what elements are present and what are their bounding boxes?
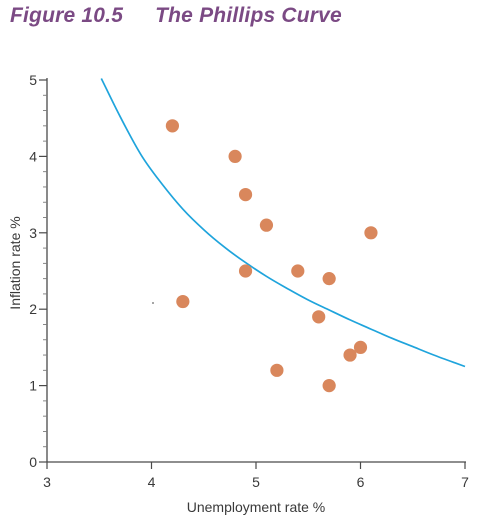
x-tick-label: 7 (461, 474, 469, 490)
data-point (322, 272, 336, 286)
data-point (176, 294, 190, 309)
data-point (270, 363, 284, 377)
scan-speck (152, 302, 154, 304)
data-point (364, 226, 378, 240)
axes: 0 1 2 3 4 5 3 4 5 6 7 (29, 72, 469, 490)
phillips-curve-line (100, 78, 466, 368)
figure-number: Figure 10.5 (10, 4, 124, 27)
data-point (353, 340, 368, 354)
y-tick-label: 3 (29, 225, 37, 241)
y-tick-label: 2 (29, 301, 37, 317)
data-point (312, 310, 326, 324)
data-point (228, 149, 242, 163)
y-tick-label: 5 (29, 72, 37, 88)
x-tick-label: 6 (357, 474, 365, 490)
data-point (291, 264, 305, 278)
x-tick-label: 5 (252, 474, 260, 490)
data-point (322, 379, 336, 393)
data-point (259, 218, 274, 232)
figure-header: Figure 10.5 The Phillips Curve (10, 4, 342, 38)
figure-title: The Phillips Curve (155, 4, 342, 27)
x-axis-title: Unemployment rate % (187, 499, 326, 515)
y-axis-title: Inflation rate % (7, 216, 23, 309)
data-point (343, 348, 357, 362)
y-tick-label: 4 (29, 148, 37, 164)
x-tick-label: 3 (43, 474, 51, 490)
data-point (238, 264, 253, 278)
x-tick-label: 4 (148, 474, 156, 490)
data-point (238, 188, 253, 202)
data-points (165, 119, 378, 393)
y-tick-label: 0 (29, 454, 37, 470)
y-tick-label: 1 (29, 378, 37, 394)
data-point (165, 119, 179, 133)
